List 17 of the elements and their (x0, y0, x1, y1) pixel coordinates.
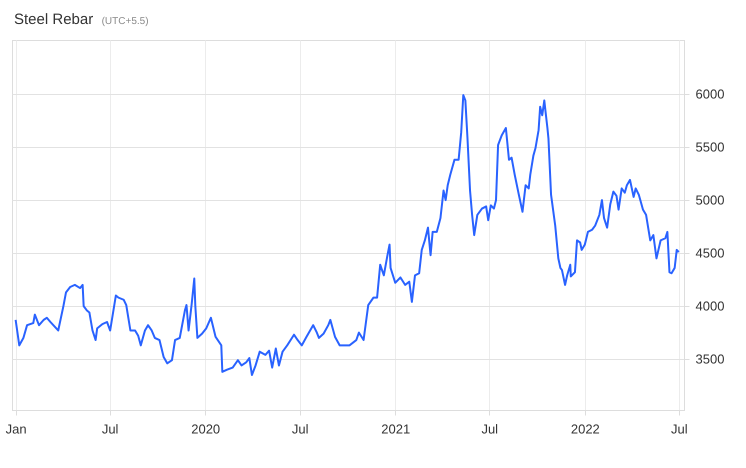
x-tick-label: 2021 (381, 422, 410, 436)
x-tick-label: 2020 (191, 422, 220, 436)
y-tick-label: 4500 (696, 246, 724, 261)
chart-title: Steel Rebar (14, 11, 94, 28)
x-tick-label: Jan (6, 422, 27, 436)
y-tick-label: 3500 (696, 352, 724, 367)
y-tick-label: 4000 (696, 298, 724, 314)
x-tick-label: 2022 (570, 422, 600, 436)
y-tick-label: 5500 (696, 140, 724, 155)
y-tick-label: 6000 (696, 86, 724, 102)
x-tick-label: Jul (670, 422, 688, 436)
x-tick-label: Jul (102, 422, 119, 436)
x-tick-label: Jul (292, 422, 309, 436)
y-tick-label: 5000 (696, 192, 724, 208)
chart-subtitle: (UTC+5.5) (102, 16, 149, 27)
x-tick-label: Jul (481, 422, 498, 436)
line-series (14, 94, 680, 376)
